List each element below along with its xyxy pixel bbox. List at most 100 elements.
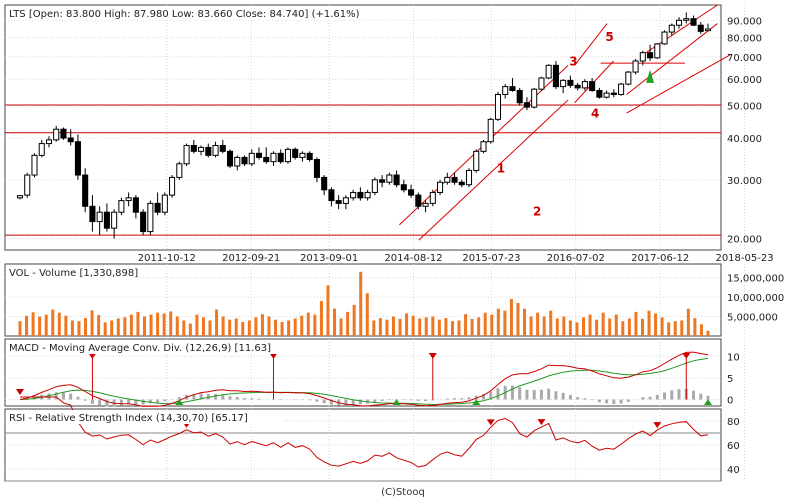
- price-y-tick-label: 70.000: [727, 53, 762, 64]
- candle: [451, 172, 458, 185]
- volume-bar: [608, 318, 612, 336]
- macd-histogram-bar: [61, 392, 65, 400]
- volume-bar: [77, 321, 81, 336]
- rsi-line: [20, 396, 709, 468]
- macd-buy-marker: [472, 399, 481, 405]
- candle: [190, 139, 197, 154]
- candle: [422, 200, 429, 213]
- volume-bar: [568, 320, 572, 336]
- price-y-tick-label: 30.000: [727, 176, 762, 187]
- macd-histogram-bar: [518, 387, 522, 400]
- volume-bar: [378, 318, 382, 336]
- volume-bar: [254, 317, 258, 336]
- candle: [560, 79, 567, 94]
- volume-bar: [477, 317, 481, 336]
- candle: [552, 60, 559, 90]
- rsi-series: [16, 389, 709, 468]
- macd-histogram-bar: [460, 398, 464, 400]
- volume-bar: [483, 312, 487, 336]
- macd-sell-marker: [269, 353, 278, 359]
- macd-histogram-bar: [445, 398, 449, 400]
- candle: [31, 153, 38, 178]
- volume-bar: [523, 308, 527, 336]
- annotations: 1 2 3 4 5: [497, 30, 655, 218]
- candle: [226, 149, 234, 169]
- volume-bar: [418, 318, 422, 336]
- volume-bar: [274, 319, 278, 336]
- macd-histogram-bar: [670, 390, 674, 400]
- macd-histogram-bar: [648, 396, 652, 400]
- volume-bars: [18, 271, 710, 336]
- macd-histogram-bar: [576, 397, 580, 400]
- macd-histogram-bar: [496, 388, 500, 400]
- candle: [538, 76, 545, 91]
- trend-line: [626, 54, 731, 114]
- candle: [654, 42, 661, 59]
- macd-histogram-bar: [699, 393, 703, 400]
- candle: [313, 157, 320, 183]
- volume-bar: [319, 300, 323, 336]
- candle: [89, 195, 96, 232]
- macd-histogram-bar: [90, 399, 94, 404]
- candle: [357, 187, 364, 201]
- macd-histogram-bar: [424, 399, 428, 402]
- volume-bar: [640, 318, 644, 336]
- rsi-y-tick-label: 80: [727, 417, 740, 428]
- candle: [386, 172, 393, 185]
- candle: [147, 200, 154, 236]
- annotation-label: 5: [605, 30, 613, 44]
- volume-bar: [509, 299, 513, 336]
- volume-bar: [516, 302, 520, 336]
- candle: [545, 64, 552, 80]
- volume-bar: [97, 314, 101, 336]
- volume-bar: [326, 285, 330, 336]
- candle: [668, 23, 675, 36]
- volume-bar: [503, 310, 507, 336]
- annotation-label: 1: [497, 162, 505, 176]
- candle: [140, 209, 147, 236]
- rsi-overbought-marker: [537, 419, 546, 426]
- macd-histogram-bar: [547, 388, 551, 400]
- candle: [458, 179, 465, 188]
- volume-bar: [431, 316, 435, 336]
- macd-histogram-bar: [467, 397, 471, 400]
- annotation-label: 4: [591, 107, 599, 121]
- macd-title: MACD - Moving Average Conv. Div. (12,26,…: [9, 343, 271, 354]
- volume-bar: [673, 321, 677, 336]
- volume-bar: [352, 304, 356, 336]
- volume-bar: [103, 322, 107, 336]
- macd-histogram-bar: [156, 399, 160, 403]
- volume-bar: [156, 312, 160, 336]
- candle: [241, 155, 248, 166]
- candle: [661, 30, 668, 45]
- price-y-tick-label: 90.000: [727, 16, 762, 27]
- volume-bar: [365, 293, 369, 336]
- macd-histogram-bar: [380, 399, 384, 402]
- volume-bar: [25, 315, 29, 336]
- volume-bar: [437, 319, 441, 336]
- candle: [610, 89, 617, 98]
- volume-bar: [470, 318, 474, 336]
- volume-bar: [339, 318, 343, 336]
- volume-bar: [588, 314, 592, 336]
- candle: [371, 177, 378, 196]
- volume-bar: [208, 320, 212, 336]
- candle: [647, 44, 654, 61]
- candle: [82, 168, 89, 213]
- rsi-title-bg: [6, 410, 282, 424]
- candle: [531, 87, 538, 109]
- candle: [437, 179, 444, 196]
- macd-histogram-bar: [83, 399, 87, 401]
- candle: [67, 129, 74, 146]
- rsi-grid: [5, 409, 746, 482]
- volume-y-tick-label: 15,000,000: [727, 274, 784, 285]
- price-x-tick-label: 2013-09-01: [300, 253, 358, 264]
- volume-bar: [496, 308, 500, 336]
- volume-bar: [464, 314, 468, 336]
- candle: [516, 87, 523, 106]
- macd-histogram-bar: [641, 397, 645, 400]
- candle: [53, 125, 60, 142]
- candle: [176, 161, 183, 180]
- candle: [523, 97, 530, 111]
- macd-histogram-bar: [373, 399, 377, 403]
